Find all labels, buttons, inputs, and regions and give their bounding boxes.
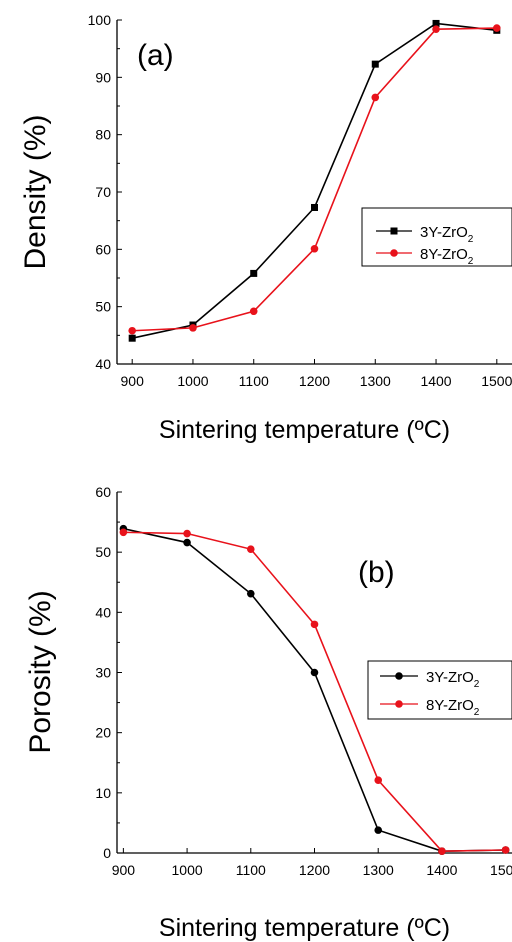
data-point bbox=[310, 668, 319, 677]
legend-marker-3y bbox=[395, 672, 403, 680]
y-tick-label: 70 bbox=[95, 184, 111, 200]
y-tick-label: 0 bbox=[103, 845, 111, 861]
x-tick-label: 1400 bbox=[426, 862, 457, 878]
y-tick-label: 50 bbox=[95, 299, 111, 315]
data-point bbox=[432, 19, 440, 27]
legend-label-3y: 3Y-ZrO2 bbox=[420, 224, 474, 245]
porosity-chart: (b) 0 10 20 30 40 50 60 900 1000 1100 1200 1300 1400… bbox=[24, 484, 512, 942]
x-axis-label: Sintering temperature (ºC) bbox=[159, 914, 450, 942]
y-tick-label: 50 bbox=[95, 544, 111, 560]
y-tick-label: 20 bbox=[95, 725, 111, 741]
data-point bbox=[128, 326, 136, 335]
x-tick-label: 1100 bbox=[239, 373, 269, 389]
x-tick-label: 900 bbox=[112, 862, 136, 878]
y-tick-label: 100 bbox=[88, 12, 112, 28]
legend-marker-8y bbox=[390, 249, 398, 257]
x-tick-label: 1000 bbox=[177, 373, 208, 389]
legend-box bbox=[361, 207, 512, 267]
data-point bbox=[432, 25, 440, 33]
data-point bbox=[311, 203, 318, 211]
data-point bbox=[128, 334, 136, 342]
x-tick-label: 1000 bbox=[172, 862, 203, 878]
y-tick-label: 80 bbox=[95, 127, 111, 143]
legend-label-8y: 8Y-ZrO2 bbox=[420, 246, 474, 267]
data-point bbox=[183, 538, 191, 547]
data-point bbox=[374, 776, 383, 784]
legend-density: 3Y-ZrO2 8Y-ZrO2 bbox=[361, 207, 512, 267]
legend-box bbox=[367, 660, 512, 720]
legend-marker-3y bbox=[390, 227, 398, 235]
y-tick-label: 30 bbox=[95, 665, 111, 681]
series-line-1 bbox=[132, 27, 497, 332]
y-axis-label: Porosity (%) bbox=[24, 590, 57, 753]
y-tick-label: 10 bbox=[95, 785, 111, 801]
data-point bbox=[371, 93, 380, 102]
legend-marker-8y bbox=[395, 700, 403, 708]
legend-porosity: 3Y-ZrO2 8Y-ZrO2 bbox=[367, 660, 512, 720]
data-point bbox=[246, 545, 255, 553]
data-point bbox=[119, 528, 128, 537]
data-point bbox=[310, 244, 319, 253]
data-point bbox=[371, 60, 379, 68]
data-point bbox=[183, 529, 191, 538]
data-point bbox=[374, 826, 383, 834]
x-tick-label: 1200 bbox=[299, 373, 330, 389]
x-tick-label: 1400 bbox=[420, 373, 451, 389]
x-tick-label: 900 bbox=[121, 373, 145, 389]
data-point bbox=[250, 269, 258, 277]
x-axis-label: Sintering temperature (ºC) bbox=[159, 416, 450, 444]
y-tick-label: 90 bbox=[95, 69, 111, 85]
x-tick-label: 1500 bbox=[490, 862, 512, 878]
x-tick-label: 1300 bbox=[363, 862, 394, 878]
y-tick-label: 60 bbox=[95, 484, 111, 500]
data-point bbox=[189, 324, 197, 332]
data-point bbox=[501, 846, 510, 854]
series-line-0 bbox=[132, 22, 497, 339]
x-tick-label: 1100 bbox=[236, 862, 266, 878]
y-axis-label: Density (%) bbox=[19, 114, 52, 269]
panel-label-a: (a) bbox=[137, 39, 174, 72]
data-point bbox=[310, 620, 319, 629]
x-tick-label: 1200 bbox=[299, 862, 330, 878]
y-tick-label: 40 bbox=[95, 356, 111, 372]
legend-label-8y: 8Y-ZrO2 bbox=[426, 697, 480, 718]
y-tick-label: 60 bbox=[95, 241, 111, 257]
panel-label-b: (b) bbox=[358, 556, 395, 589]
data-point bbox=[249, 307, 258, 316]
x-tick-label: 1300 bbox=[360, 373, 391, 389]
data-point bbox=[438, 847, 446, 855]
data-point bbox=[493, 24, 501, 32]
x-tick-label: 1500 bbox=[481, 373, 512, 389]
density-chart: (a) 40 50 60 70 80 90 100 900 1000 1100 1200 1300 14… bbox=[19, 12, 512, 444]
legend-label-3y: 3Y-ZrO2 bbox=[426, 669, 480, 690]
data-point bbox=[246, 589, 255, 598]
y-tick-label: 40 bbox=[95, 604, 111, 620]
